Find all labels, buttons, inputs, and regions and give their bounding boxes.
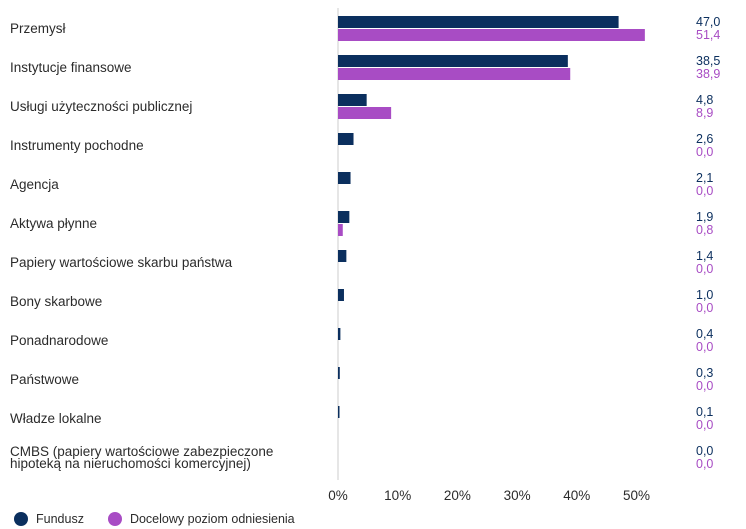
- value-label-benchmark: 0,0: [696, 418, 713, 432]
- category-label: CMBS (papiery wartościowe zabezpieczone h…: [10, 444, 273, 471]
- value-label-fund: 1,4: [696, 249, 713, 263]
- value-label-benchmark: 0,0: [696, 262, 713, 276]
- category-label: Agencja: [10, 177, 59, 192]
- value-label-fund: 1,0: [696, 288, 713, 302]
- category-label: Aktywa płynne: [10, 216, 97, 231]
- value-label-benchmark: 8,9: [696, 106, 713, 120]
- bar-benchmark: [338, 107, 392, 119]
- value-label-benchmark: 38,9: [696, 67, 720, 81]
- bar-fund: [338, 172, 351, 184]
- category-label: Instrumenty pochodne: [10, 138, 144, 153]
- x-tick-label: 20%: [444, 488, 471, 503]
- x-tick-label: 50%: [623, 488, 650, 503]
- bar-fund: [338, 16, 619, 28]
- bar-fund: [338, 289, 344, 301]
- category-label: Papiery wartościowe skarbu państwa: [10, 255, 233, 270]
- x-tick-label: 30%: [504, 488, 531, 503]
- bar-benchmark: [338, 224, 343, 236]
- bar-fund: [338, 133, 354, 145]
- legend-fund-label: Fundusz: [36, 512, 84, 526]
- bar-fund: [338, 211, 350, 223]
- bar-benchmark: [338, 68, 571, 80]
- bar-fund: [338, 94, 367, 106]
- value-label-fund: 4,8: [696, 93, 713, 107]
- legend-fund-swatch: [14, 512, 28, 526]
- bar-fund: [338, 250, 347, 262]
- value-label-benchmark: 0,0: [696, 184, 713, 198]
- category-label: Przemysł: [10, 21, 66, 36]
- value-label-benchmark: 0,8: [696, 223, 713, 237]
- value-label-fund: 47,0: [696, 15, 720, 29]
- legend-item-fund: Fundusz: [14, 512, 84, 526]
- category-label: Usługi użyteczności publicznej: [10, 99, 192, 114]
- category-label: Bony skarbowe: [10, 294, 102, 309]
- bar-fund: [338, 406, 340, 418]
- category-label: Instytucje finansowe: [10, 60, 132, 75]
- bar-fund: [338, 328, 341, 340]
- legend-benchmark-swatch: [107, 512, 122, 526]
- value-label-fund: 1,9: [696, 210, 713, 224]
- value-label-fund: 0,3: [696, 366, 713, 380]
- value-label-fund: 0,1: [696, 405, 713, 419]
- value-label-benchmark: 0,0: [696, 457, 713, 471]
- value-label-fund: 2,6: [696, 132, 713, 146]
- value-label-benchmark: 0,0: [696, 301, 713, 315]
- value-label-fund: 38,5: [696, 54, 720, 68]
- x-tick-label: 0%: [328, 488, 348, 503]
- value-label-fund: 2,1: [696, 171, 713, 185]
- value-label-fund: 0,4: [696, 327, 713, 341]
- legend-benchmark-label: Docelowy poziom odniesienia: [129, 512, 295, 526]
- value-label-benchmark: 0,0: [696, 340, 713, 354]
- value-label-benchmark: 51,4: [696, 28, 720, 42]
- category-label: Ponadnarodowe: [10, 333, 108, 348]
- x-tick-label: 40%: [563, 488, 590, 503]
- legend-item-benchmark: Docelowy poziom odniesienia: [107, 512, 295, 526]
- bar-benchmark: [338, 29, 645, 41]
- bar-fund: [338, 367, 340, 379]
- category-label: Państwowe: [10, 372, 79, 387]
- value-label-fund: 0,0: [696, 444, 713, 458]
- x-tick-label: 10%: [384, 488, 411, 503]
- legend: Fundusz Docelowy poziom odniesienia: [14, 512, 319, 526]
- value-label-benchmark: 0,0: [696, 379, 713, 393]
- value-label-benchmark: 0,0: [696, 145, 713, 159]
- category-label: Władze lokalne: [10, 411, 102, 426]
- bar-fund: [338, 55, 568, 67]
